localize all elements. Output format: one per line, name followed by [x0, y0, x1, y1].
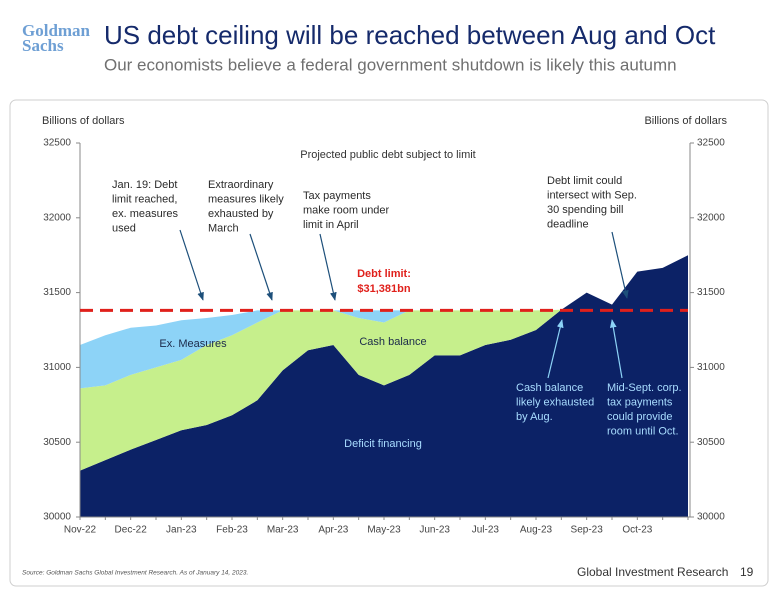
- slide-frame: [9, 99, 769, 587]
- annotation: by Aug.: [516, 411, 553, 423]
- subtitle: Our economists believe a federal governm…: [104, 55, 677, 74]
- x-tick-label: Jan-23: [166, 525, 197, 536]
- annotation: likely exhausted: [516, 396, 594, 408]
- annotation: intersect with Sep.: [547, 189, 637, 201]
- logo: Goldman: [22, 21, 91, 40]
- annotation: Extraordinary: [208, 179, 274, 191]
- area: [80, 255, 688, 517]
- annotation: Jan. 19: Debt: [112, 179, 177, 191]
- y2-tick-label: 31500: [697, 287, 725, 298]
- annotation-arrow: [249, 233, 273, 301]
- debt-limit-label: Debt limit:: [357, 268, 411, 280]
- annotation: Tax payments: [303, 190, 371, 202]
- annotation: tax payments: [607, 396, 673, 408]
- source-note: Source: Goldman Sachs Global Investment …: [22, 570, 248, 577]
- y-tick-label: 31500: [43, 287, 71, 298]
- annotation-arrow: [179, 229, 204, 301]
- y-tick-label: 30000: [43, 512, 71, 523]
- x-tick-label: May-23: [367, 525, 401, 536]
- annotation: Cash balance: [516, 382, 583, 394]
- logo: Sachs: [22, 36, 64, 55]
- annotation: 30 spending bill: [547, 204, 623, 216]
- x-tick-label: Feb-23: [216, 525, 248, 536]
- y-axis-title: Billions of dollars: [42, 115, 125, 127]
- plot: 30000 30500 31000 31500 32000 32500 30000 30500…: [43, 138, 725, 536]
- annotation-arrow: [547, 319, 564, 379]
- x-tick-label: Jun-23: [419, 525, 450, 536]
- footer-brand: Global Investment Research: [577, 565, 728, 579]
- y-tick-label: 30500: [43, 437, 71, 448]
- series-label: Ex. Measures: [159, 338, 227, 350]
- area: [80, 255, 688, 389]
- debt-limit-label: $31,381bn: [357, 283, 410, 295]
- annotation: ex. measures: [112, 208, 179, 220]
- annotation: Mid-Sept. corp.: [607, 382, 682, 394]
- annotation: exhausted by: [208, 208, 274, 220]
- area: [80, 255, 688, 471]
- page-number: 19: [740, 565, 754, 579]
- annotation: limit in April: [303, 219, 359, 231]
- series-label: Deficit financing: [344, 438, 422, 450]
- annotation: measures likely: [208, 193, 284, 205]
- y-tick-label: 31000: [43, 362, 71, 373]
- annotation-arrow: [611, 231, 629, 299]
- annotation: March: [208, 222, 239, 234]
- annotation: deadline: [547, 218, 589, 230]
- series-label: Cash balance: [359, 336, 426, 348]
- annotation: limit reached,: [112, 193, 177, 205]
- annotation: could provide: [607, 411, 672, 423]
- title: US debt ceiling will be reached between …: [104, 20, 716, 50]
- x-tick-label: Sep-23: [571, 525, 604, 536]
- annotation: make room under: [303, 204, 390, 216]
- y2-axis-title: Billions of dollars: [644, 115, 727, 127]
- annotation: used: [112, 222, 136, 234]
- annotation: Debt limit could: [547, 175, 622, 187]
- x-tick-label: Mar-23: [267, 525, 299, 536]
- x-tick-label: Aug-23: [520, 525, 553, 536]
- y2-tick-label: 30500: [697, 437, 725, 448]
- x-tick-label: Oct-23: [622, 525, 652, 536]
- x-tick-label: Apr-23: [318, 525, 348, 536]
- y2-tick-label: 31000: [697, 362, 725, 373]
- annotation: room until Oct.: [607, 425, 679, 437]
- y2-tick-label: 30000: [697, 512, 725, 523]
- annotation-arrow: [609, 319, 623, 379]
- y-tick-label: 32000: [43, 212, 71, 223]
- annotation-arrow: [319, 233, 337, 301]
- y2-tick-label: 32000: [697, 212, 725, 223]
- chart-title: Projected public debt subject to limit: [300, 149, 475, 161]
- x-tick-label: Dec-22: [115, 525, 148, 536]
- x-tick-label: Nov-22: [64, 525, 97, 536]
- y2-tick-label: 32500: [697, 138, 725, 149]
- y-tick-label: 32500: [43, 138, 71, 149]
- x-tick-label: Jul-23: [472, 525, 500, 536]
